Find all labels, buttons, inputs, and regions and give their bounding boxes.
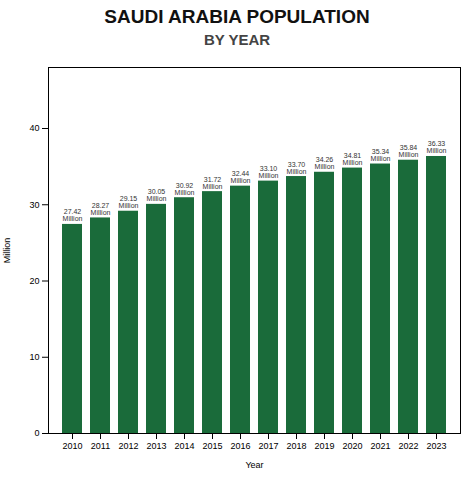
svg-text:30.92Million: 30.92Million [175,182,195,196]
svg-text:2020: 2020 [342,441,362,451]
svg-text:Year: Year [245,459,263,469]
svg-text:30.05Million: 30.05Million [147,188,167,202]
svg-text:2011: 2011 [91,441,110,451]
svg-text:27.42Million: 27.42Million [63,208,83,222]
svg-text:32.44Million: 32.44Million [231,170,251,184]
svg-text:2010: 2010 [62,441,82,451]
svg-text:10: 10 [29,352,39,362]
svg-text:31.72Million: 31.72Million [203,175,223,189]
svg-text:2013: 2013 [146,441,166,451]
svg-text:29.15Million: 29.15Million [119,195,139,209]
svg-text:36.33Million: 36.33Million [427,140,447,154]
svg-text:28.27Million: 28.27Million [91,202,111,216]
svg-text:2022: 2022 [398,441,418,451]
svg-text:33.10Million: 33.10Million [259,165,279,179]
svg-text:2017: 2017 [258,441,278,451]
svg-text:2023: 2023 [426,441,446,451]
svg-text:34.81Million: 34.81Million [343,152,363,166]
svg-text:2016: 2016 [230,441,250,451]
svg-text:20: 20 [29,276,39,286]
svg-text:2012: 2012 [118,441,138,451]
svg-text:35.84Million: 35.84Million [399,144,419,158]
svg-text:0: 0 [34,428,39,438]
svg-text:30: 30 [29,199,39,209]
svg-text:Million: Million [2,238,12,264]
svg-text:2019: 2019 [314,441,334,451]
svg-text:35.34Million: 35.34Million [371,148,391,162]
svg-text:2014: 2014 [174,441,194,451]
svg-text:40: 40 [29,123,39,133]
svg-text:2018: 2018 [286,441,306,451]
svg-text:33.70Million: 33.70Million [287,160,307,174]
svg-text:2021: 2021 [370,441,390,451]
svg-text:34.26Million: 34.26Million [315,156,335,170]
svg-text:2015: 2015 [202,441,222,451]
html-text:BY YEAR: BY YEAR [203,30,271,48]
html-text:SAUDI ARABIA POPULATION: SAUDI ARABIA POPULATION [104,6,370,27]
